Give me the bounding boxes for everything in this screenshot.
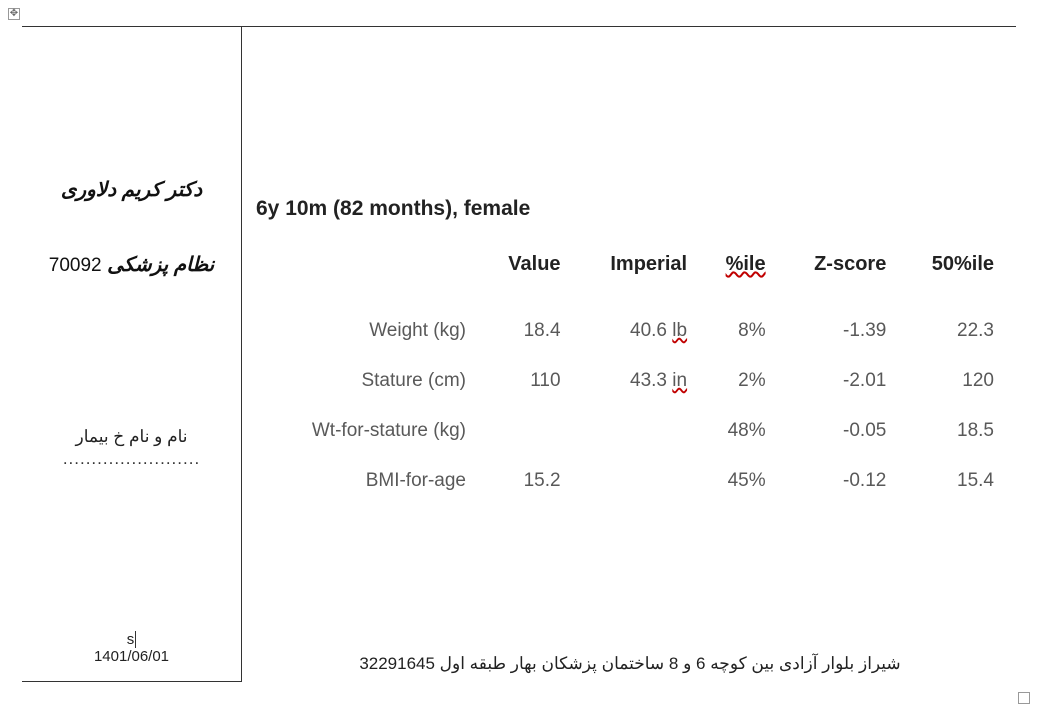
cell-zscore: -0.05 <box>776 406 897 456</box>
doctor-name: دکتر کریم دلاوری <box>34 177 229 202</box>
license-number: 70092 <box>49 255 102 276</box>
col-50percentile: 50%ile <box>896 245 1004 306</box>
page-container: دکتر کریم دلاوری نظام پزشکی 70092 نام و … <box>22 26 1016 682</box>
row-label: BMI-for-age <box>256 456 476 506</box>
cell-percentile: 48% <box>697 406 776 456</box>
table-row: Wt-for-stature (kg) 48% -0.05 18.5 <box>256 406 1004 456</box>
cell-imperial: 40.6 lb <box>571 306 698 356</box>
cell-50percentile: 18.5 <box>896 406 1004 456</box>
table-body: Weight (kg) 18.4 40.6 lb 8% -1.39 22.3 S… <box>256 306 1004 506</box>
cell-zscore: -1.39 <box>776 306 897 356</box>
main-content: 6y 10m (82 months), female Value Imperia… <box>242 26 1016 682</box>
date-block: s 1401/06/01 <box>34 631 229 671</box>
sidebar-header: دکتر کریم دلاوری نظام پزشکی 70092 <box>34 47 229 277</box>
cursor-text[interactable]: s <box>127 631 137 648</box>
date-value: 1401/06/01 <box>34 648 229 665</box>
cell-imperial <box>571 456 698 506</box>
patient-name-field: نام و نام خ بیمار ......................… <box>34 427 229 469</box>
cell-percentile: 45% <box>697 456 776 506</box>
table-anchor-icon: ✥ <box>8 8 20 20</box>
cell-percentile: 2% <box>697 356 776 406</box>
col-zscore: Z-score <box>776 245 897 306</box>
cell-imperial <box>571 406 698 456</box>
patient-name-line: ........................ <box>34 449 229 469</box>
medical-license: نظام پزشکی 70092 <box>34 252 229 277</box>
cell-percentile: 8% <box>697 306 776 356</box>
row-label: Wt-for-stature (kg) <box>256 406 476 456</box>
cell-zscore: -0.12 <box>776 456 897 506</box>
cell-50percentile: 120 <box>896 356 1004 406</box>
cell-value <box>476 406 571 456</box>
cell-zscore: -2.01 <box>776 356 897 406</box>
cell-imperial: 43.3 in <box>571 356 698 406</box>
cell-value: 18.4 <box>476 306 571 356</box>
col-value: Value <box>476 245 571 306</box>
table-header-row: Value Imperial %ile Z-score 50%ile <box>256 245 1004 306</box>
footer-address: شیراز بلوار آزادی بین کوچه 6 و 8 ساختمان… <box>256 654 1004 676</box>
patient-label: نام و نام خ بیمار <box>34 427 229 447</box>
row-label: Weight (kg) <box>256 306 476 356</box>
cell-value: 110 <box>476 356 571 406</box>
table-row: BMI-for-age 15.2 45% -0.12 15.4 <box>256 456 1004 506</box>
growth-table: Value Imperial %ile Z-score 50%ile Weigh… <box>256 245 1004 506</box>
col-blank <box>256 245 476 306</box>
cell-50percentile: 15.4 <box>896 456 1004 506</box>
col-percentile: %ile <box>697 245 776 306</box>
patient-age-heading: 6y 10m (82 months), female <box>256 197 1004 221</box>
license-label: نظام پزشکی <box>107 254 214 276</box>
cell-50percentile: 22.3 <box>896 306 1004 356</box>
table-row: Weight (kg) 18.4 40.6 lb 8% -1.39 22.3 <box>256 306 1004 356</box>
cell-value: 15.2 <box>476 456 571 506</box>
col-imperial: Imperial <box>571 245 698 306</box>
row-label: Stature (cm) <box>256 356 476 406</box>
table-row: Stature (cm) 110 43.3 in 2% -2.01 120 <box>256 356 1004 406</box>
resize-handle-icon <box>1018 692 1030 704</box>
sidebar: دکتر کریم دلاوری نظام پزشکی 70092 نام و … <box>22 26 242 682</box>
